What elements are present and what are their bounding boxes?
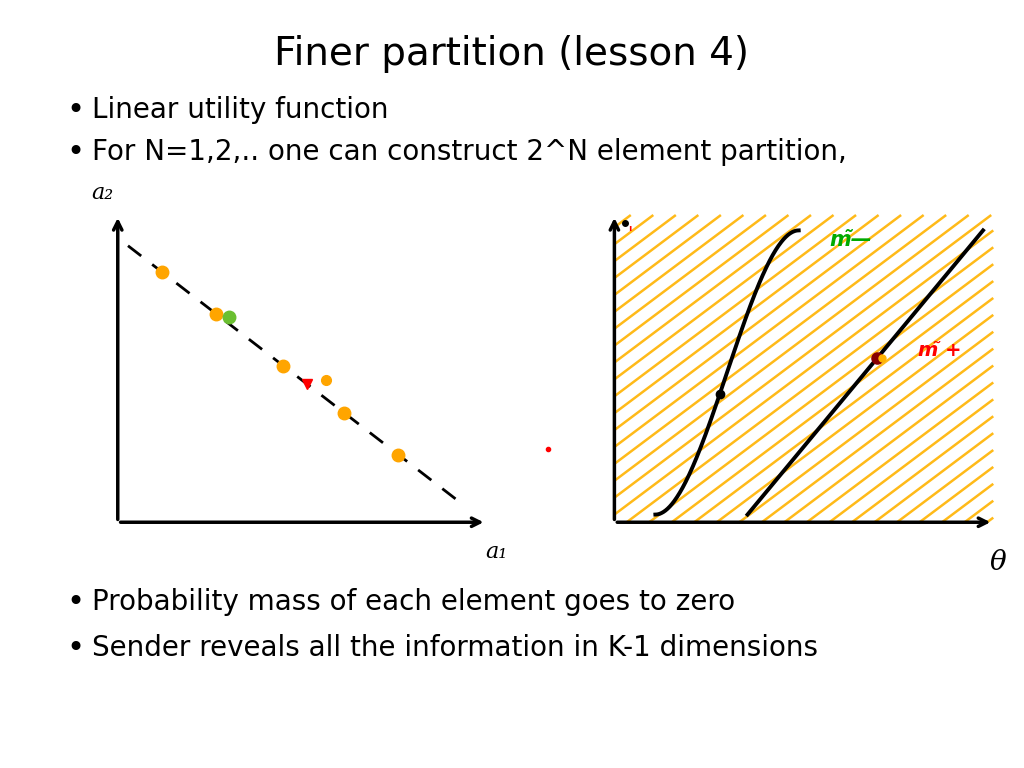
Text: m̃ +: m̃ + [919, 341, 962, 360]
Text: m̃—: m̃— [829, 230, 872, 250]
Text: Sender reveals all the information in K-1 dimensions: Sender reveals all the information in K-… [92, 634, 818, 661]
Text: •: • [67, 96, 85, 125]
Text: •: • [67, 138, 85, 167]
Text: Probability mass of each element goes to zero: Probability mass of each element goes to… [92, 588, 735, 615]
Text: Linear utility function: Linear utility function [92, 96, 389, 124]
Text: a₂: a₂ [91, 181, 114, 204]
Text: For N=1,2,.. one can construct 2^N element partition,: For N=1,2,.. one can construct 2^N eleme… [92, 138, 847, 166]
Text: a₁: a₁ [485, 541, 508, 564]
Text: θ: θ [990, 549, 1007, 576]
Text: ': ' [627, 225, 633, 243]
Text: Finer partition (lesson 4): Finer partition (lesson 4) [274, 35, 750, 72]
Text: •: • [67, 634, 85, 663]
Text: •: • [67, 588, 85, 617]
